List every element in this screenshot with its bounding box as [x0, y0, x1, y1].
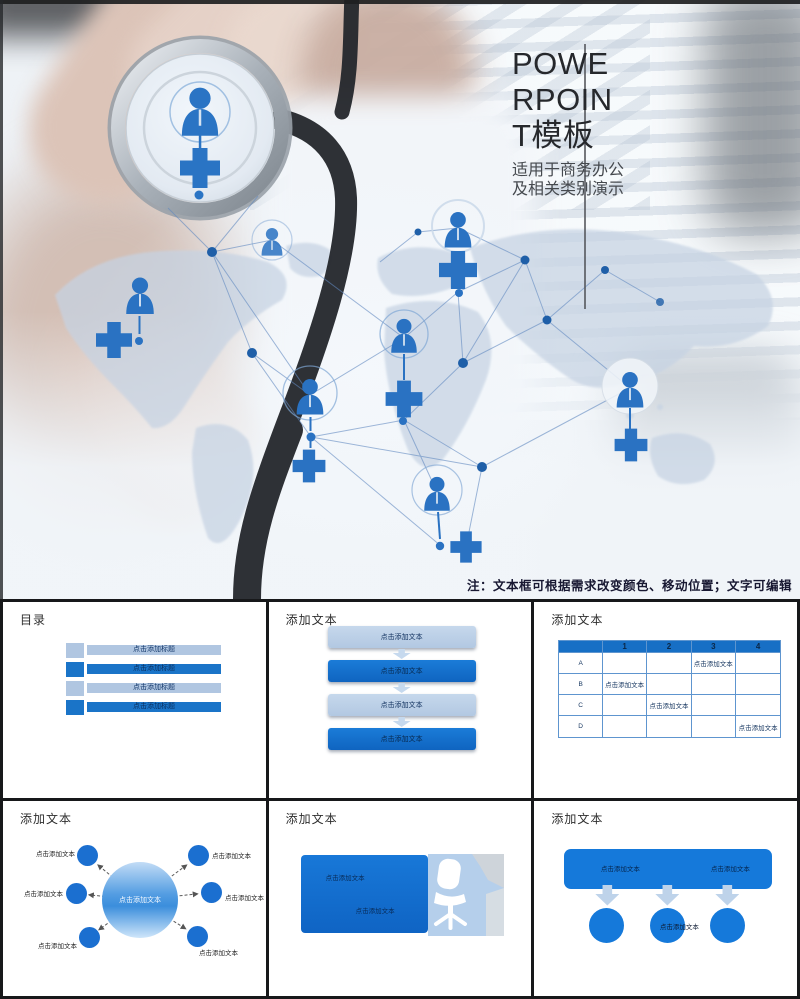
slide-title: 添加文本 — [20, 811, 73, 826]
data-table: 1 2 3 4 A 点击添加文本 B 点击添加文本 C — [558, 640, 782, 738]
flow-step: 点击添加文本 — [327, 660, 476, 682]
column-header: 3 — [691, 641, 736, 653]
bullet-square — [66, 642, 84, 658]
office-photo-placeholder — [427, 853, 504, 936]
row-header: D — [559, 716, 603, 737]
network-node-dots — [207, 228, 664, 472]
feature-label: 点击添加文本 — [325, 874, 365, 882]
toc-bar-label: 点击添加标题 — [133, 684, 175, 691]
arrow-down-icon — [392, 717, 411, 727]
table-cell: 点击添加文本 — [647, 695, 692, 716]
radial-node-circle — [187, 845, 209, 866]
toc-bar-list: 点击添加标题 点击添加标题 点击添加标题 点击添加标题 — [66, 642, 226, 718]
cover-title-block: POWE RPOIN T模板 适用于商务办公 及相关类别演示 — [512, 46, 624, 199]
slide-title: 添加文本 — [285, 613, 338, 627]
cover-subtitle: 及相关类别演示 — [512, 181, 625, 198]
table-cell: 点击添加文本 — [602, 674, 648, 695]
toc-bar: 点击添加标题 — [66, 642, 226, 658]
toc-bar: 点击添加标题 — [66, 699, 226, 715]
table-header-row: 1 2 3 4 — [559, 641, 781, 653]
row-header: C — [559, 695, 603, 716]
slide-thumbnail-radial[interactable]: 添加文本 点击添加文本 — [3, 800, 266, 996]
frame-edge — [0, 0, 800, 4]
toc-bar-label: 点击添加标题 — [133, 665, 175, 672]
cover-subtitle: 适用于商务办公 — [512, 162, 625, 179]
radial-node-circle — [76, 845, 98, 866]
world-map-silhouette — [55, 229, 773, 544]
circle-label: 点击添加文本 — [659, 923, 699, 931]
bullet-square — [66, 661, 84, 677]
slide-title: 添加文本 — [551, 613, 604, 627]
cover-slide: POWE RPOIN T模板 适用于商务办公 及相关类别演示 注：文本框可根据需… — [0, 0, 800, 599]
toc-bar: 点击添加标题 — [66, 680, 226, 696]
radial-node-label: 点击添加文本 — [38, 942, 77, 950]
toc-bar: 点击添加标题 — [66, 661, 226, 677]
radial-center-circle: 点击添加文本 — [102, 861, 178, 938]
editable-note-text: 注：文本框可根据需求改变颜色、移动位置；文字可编辑 — [466, 579, 792, 593]
cover-title: T模板 — [512, 118, 595, 153]
column-header: 1 — [602, 641, 648, 653]
bullet-square — [66, 699, 84, 715]
feature-label: 点击添加文本 — [355, 907, 395, 915]
column-header: 4 — [735, 641, 781, 653]
network-lines — [167, 195, 661, 548]
table-row: B 点击添加文本 — [559, 674, 781, 695]
title-divider-line — [584, 44, 586, 309]
column-header: 2 — [647, 641, 692, 653]
radial-node-circle — [200, 882, 222, 903]
toc-bar-label: 点击添加标题 — [133, 703, 175, 710]
arrow-down-icon — [392, 649, 411, 659]
slide-thumbnail-grid: 目录 点击添加标题 点击添加标题 点击添加标题 点击添加标题 — [0, 599, 800, 999]
row-header: A — [559, 653, 603, 674]
radial-node-label: 点击添加文本 — [212, 852, 251, 860]
flow-step: 点击添加文本 — [327, 626, 476, 648]
slide-thumbnail-columns[interactable]: 添加文本 点击添加文本 点击添加文本 点击添加文本 — [534, 800, 797, 996]
item-circle — [649, 907, 685, 943]
row-header: B — [559, 674, 603, 695]
header-bar-label: 点击添加文本 — [710, 865, 750, 873]
slide-thumbnail-toc[interactable]: 目录 点击添加标题 点击添加标题 点击添加标题 点击添加标题 — [3, 602, 266, 798]
item-circle — [588, 907, 624, 943]
bullet-square — [66, 680, 84, 696]
radial-node-circle — [186, 926, 208, 947]
office-chair-illustration — [433, 853, 504, 936]
flow-diagram: 点击添加文本 点击添加文本 点击添加文本 点击添加文本 — [327, 626, 476, 750]
table-row: C 点击添加文本 — [559, 695, 781, 716]
feature-text-box: 点击添加文本 点击添加文本 — [300, 854, 428, 933]
table-row: D 点击添加文本 — [559, 716, 781, 737]
slide-thumbnail-table[interactable]: 添加文本 1 2 3 4 A 点击添加文本 B 点击添加文本 — [534, 602, 797, 798]
radial-node-label: 点击添加文本 — [225, 894, 264, 902]
header-bar — [564, 848, 773, 889]
header-bar-label: 点击添加文本 — [600, 865, 640, 873]
person-network-icon — [169, 81, 231, 200]
arrow-down-icon — [392, 683, 411, 693]
radial-node-label: 点击添加文本 — [24, 890, 63, 898]
radial-node-label: 点击添加文本 — [199, 949, 238, 957]
slide-thumbnail-feature[interactable]: 添加文本 点击添加文本 点击添加文本 — [268, 800, 532, 996]
table-row: A 点击添加文本 — [559, 653, 781, 674]
flow-step: 点击添加文本 — [327, 728, 476, 750]
frame-edge — [0, 0, 3, 599]
table-cell: 点击添加文本 — [735, 716, 781, 737]
cover-title: RPOIN — [512, 82, 613, 117]
item-circle — [709, 907, 745, 943]
slide-title: 目录 — [20, 613, 47, 627]
radial-node-circle — [65, 883, 87, 904]
medical-network-overlay — [55, 0, 773, 599]
radial-node-circle — [78, 927, 100, 948]
slide-title: 添加文本 — [551, 811, 604, 826]
radial-node-label: 点击添加文本 — [36, 850, 75, 858]
people-and-cross-icons — [96, 199, 659, 563]
toc-bar-label: 点击添加标题 — [133, 646, 175, 653]
table-cell: 点击添加文本 — [691, 653, 736, 674]
cover-title: POWE — [512, 46, 609, 81]
stethoscope-tube — [233, 0, 360, 599]
slide-thumbnail-flow[interactable]: 添加文本 点击添加文本 点击添加文本 点击添加文本 点击添加文本 — [268, 602, 532, 798]
flow-step: 点击添加文本 — [327, 694, 476, 716]
slide-title: 添加文本 — [285, 811, 338, 826]
